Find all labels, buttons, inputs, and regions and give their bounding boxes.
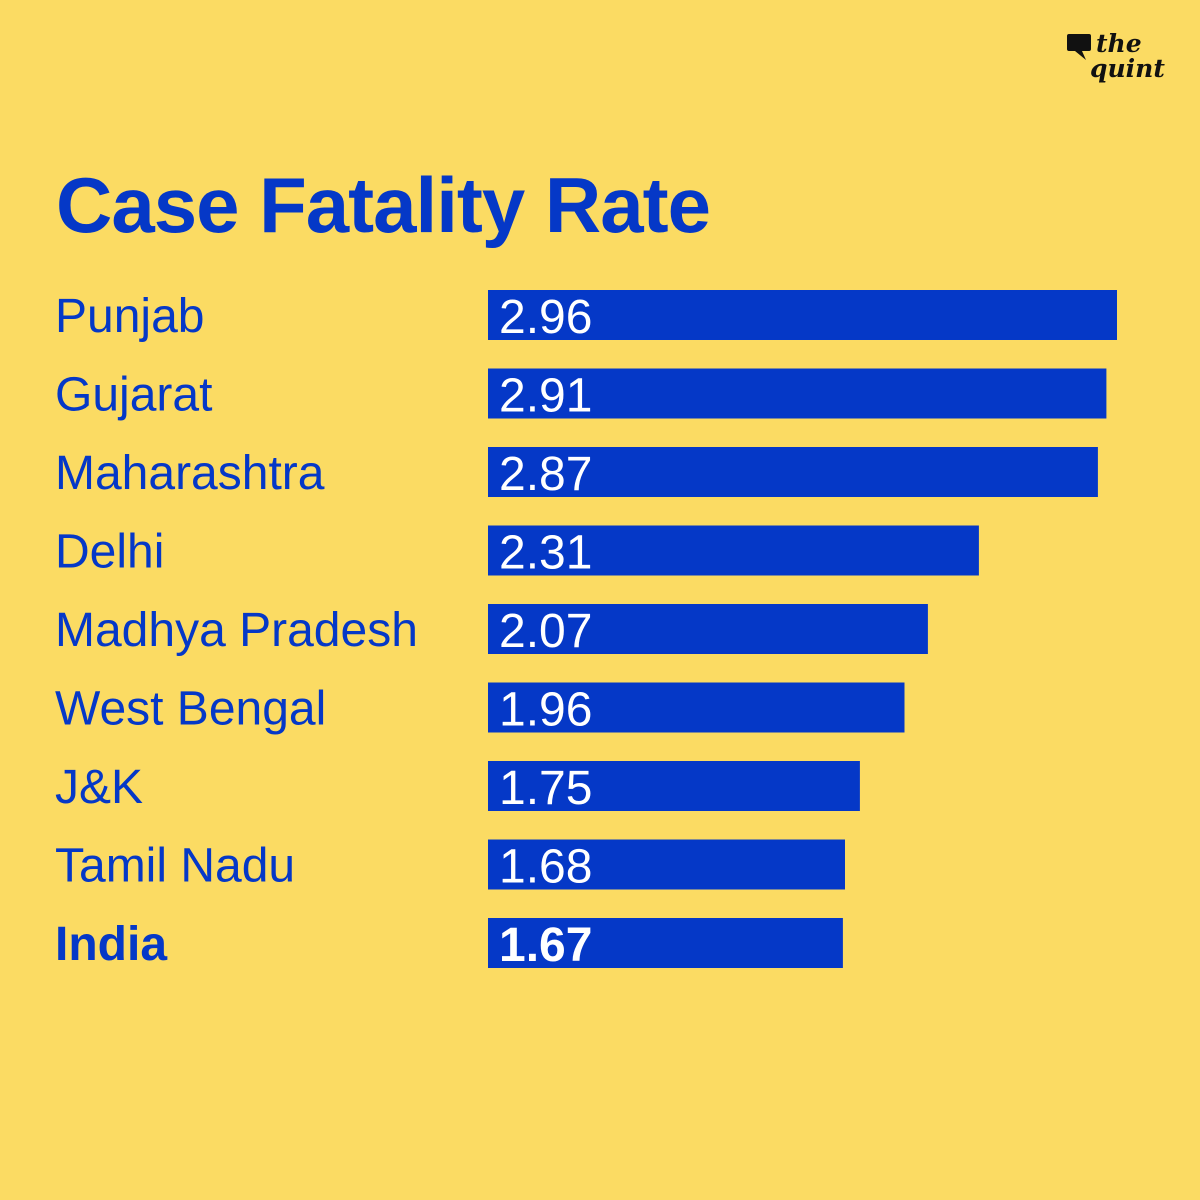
category-label: Gujarat [55, 369, 212, 422]
category-label: J&K [55, 761, 143, 814]
bar-value-label: 1.75 [499, 762, 592, 815]
logo-text-the: the [1096, 29, 1142, 58]
category-label: West Bengal [55, 683, 326, 736]
bar [488, 447, 1098, 497]
category-label: Tamil Nadu [55, 840, 295, 893]
bar [488, 290, 1117, 340]
chart-title: Case Fatality Rate [56, 161, 711, 249]
bar [488, 918, 843, 968]
category-label: India [55, 918, 167, 971]
category-label: Punjab [55, 290, 204, 343]
bar [488, 761, 860, 811]
bar-value-label: 2.96 [499, 291, 592, 344]
bar-value-label: 1.68 [499, 841, 592, 894]
bar [488, 839, 845, 890]
logo-text-quint: quint [1090, 54, 1165, 83]
category-label: Maharashtra [55, 447, 325, 500]
bar [488, 368, 1107, 419]
bar-value-label: 2.87 [499, 448, 592, 501]
bar-value-label: 2.91 [499, 370, 592, 423]
bar-value-label: 1.96 [499, 684, 592, 737]
bar-value-label: 1.67 [499, 919, 592, 972]
bar-value-label: 2.31 [499, 527, 592, 580]
category-label: Madhya Pradesh [55, 604, 418, 657]
bar-value-label: 2.07 [499, 605, 592, 658]
bar [488, 525, 979, 576]
the-quint-logo: the quint [1066, 28, 1176, 98]
bar [488, 604, 928, 654]
bar [488, 682, 905, 733]
speech-bubble-icon [1067, 34, 1091, 60]
category-label: Delhi [55, 526, 164, 579]
